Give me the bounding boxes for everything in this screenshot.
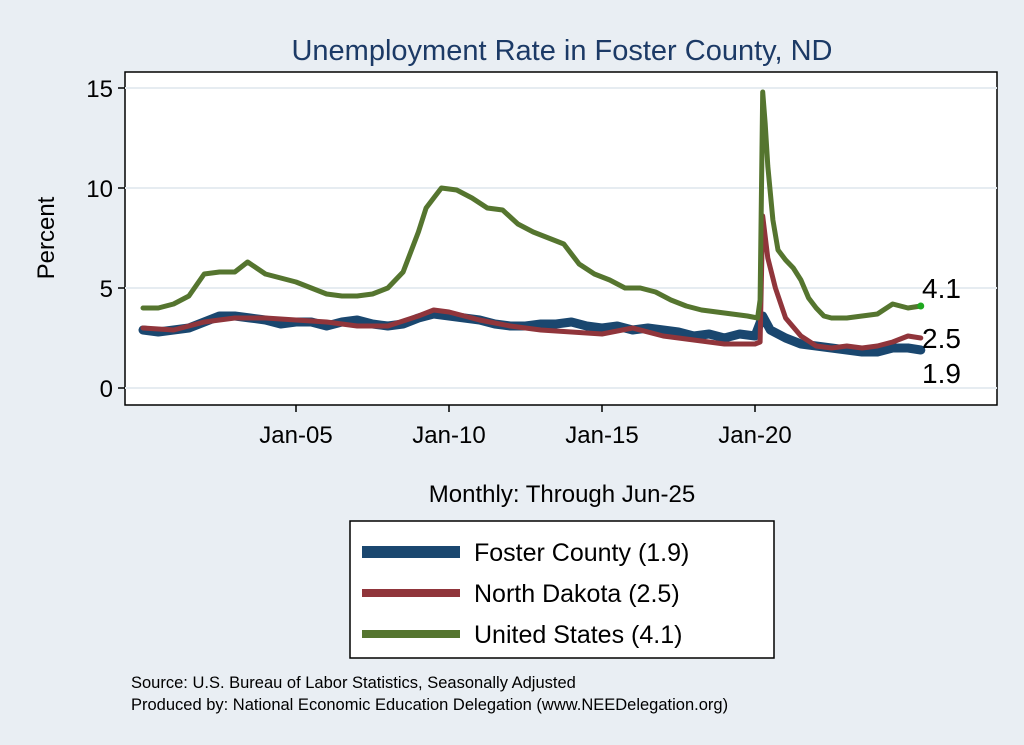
chart-title: Unemployment Rate in Foster County, ND [291,35,832,67]
legend-items: Foster County (1.9) North Dakota (2.5) Uni… [362,539,689,649]
producer-note: Produced by: National Economic Education… [131,696,728,714]
x-axis-ticks: Jan-05 Jan-10 Jan-15 Jan-20 [259,405,792,449]
end-value-label: 1.9 [922,358,961,389]
series-line-1 [140,213,924,351]
source-note: Source: U.S. Bureau of Labor Statistics,… [131,674,576,692]
end-value-label: 4.1 [922,273,961,304]
y-tick-label: 0 [100,376,113,403]
series-end-point [917,302,925,310]
x-tick-label: Jan-05 [259,422,332,449]
y-axis-ticks: 0 5 10 15 [86,76,125,403]
y-axis-label: Percent [33,196,60,279]
series-lines [138,89,926,357]
end-labels: 4.1 2.5 1.9 [922,273,961,389]
end-value-label: 2.5 [922,323,961,354]
x-tick-label: Jan-20 [718,422,791,449]
y-tick-label: 5 [100,276,113,303]
x-tick-label: Jan-15 [565,422,638,449]
legend-label: Foster County (1.9) [474,539,689,567]
series-line-2 [140,89,924,321]
legend-label: North Dakota (2.5) [474,580,680,608]
series-line-0 [138,309,926,357]
x-axis-label: Monthly: Through Jun-25 [429,481,695,508]
y-tick-label: 10 [86,176,113,203]
y-tick-label: 15 [86,76,113,103]
x-tick-label: Jan-10 [412,422,485,449]
grid-lines [125,87,997,389]
legend-label: United States (4.1) [474,621,682,649]
